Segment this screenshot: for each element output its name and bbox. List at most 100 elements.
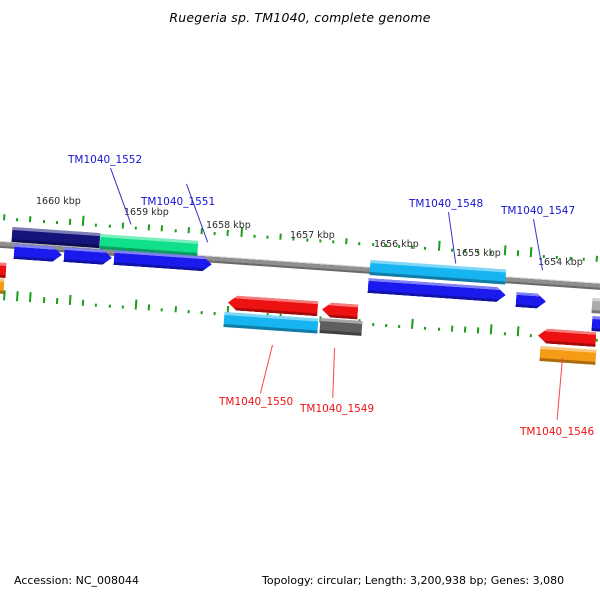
tick-mark bbox=[161, 308, 164, 312]
gene-label[interactable]: TM1040_1551 bbox=[141, 196, 216, 208]
tick-mark bbox=[595, 338, 598, 342]
tick-mark bbox=[42, 220, 45, 224]
tick-mark bbox=[187, 310, 190, 314]
gene-feature-shadow bbox=[515, 304, 545, 309]
gene-feature-shadow bbox=[0, 273, 6, 278]
gene-feature-body bbox=[539, 346, 597, 365]
gene-feature-body bbox=[0, 262, 7, 278]
tick-mark bbox=[213, 311, 216, 316]
gene-feature-shadow bbox=[63, 259, 111, 265]
scale-label: 1657 kbp bbox=[290, 230, 335, 241]
tick-mark bbox=[398, 324, 401, 329]
gene-feature-shadow bbox=[223, 323, 318, 334]
gene-feature-body bbox=[319, 318, 363, 336]
tick-mark bbox=[371, 323, 374, 327]
tick-mark bbox=[95, 303, 98, 307]
gene-feature[interactable] bbox=[515, 292, 546, 309]
gene-label[interactable]: TM1040_1552 bbox=[68, 154, 143, 166]
tick-mark bbox=[450, 325, 454, 332]
tick-mark bbox=[187, 227, 190, 234]
tick-mark bbox=[411, 318, 414, 329]
tick-mark bbox=[279, 233, 282, 240]
gene-feature-highlight bbox=[100, 234, 199, 244]
tick-mark bbox=[174, 306, 177, 313]
gene-feature-shadow bbox=[13, 256, 61, 262]
tick-mark bbox=[437, 240, 441, 251]
tick-mark bbox=[161, 225, 164, 232]
tick-mark bbox=[29, 216, 32, 223]
gene-feature-body bbox=[113, 250, 212, 272]
scale-label: 1660 kbp bbox=[36, 196, 81, 207]
gene-feature[interactable] bbox=[0, 262, 7, 278]
tick-mark bbox=[121, 222, 124, 229]
gene-feature-highlight bbox=[0, 262, 7, 266]
gene-label[interactable]: TM1040_1547 bbox=[501, 205, 576, 217]
tick-mark bbox=[55, 220, 58, 225]
gene-feature[interactable] bbox=[321, 302, 358, 319]
tick-mark bbox=[29, 292, 33, 303]
gene-feature-body bbox=[591, 316, 600, 333]
gene-feature-body bbox=[63, 247, 112, 265]
gene-feature-body bbox=[321, 302, 358, 319]
tick-mark bbox=[121, 305, 124, 309]
genome-stats-label: Topology: circular; Length: 3,200,938 bp… bbox=[262, 574, 565, 587]
tick-mark bbox=[174, 229, 177, 233]
gene-feature-highlight bbox=[12, 227, 101, 237]
gene-feature[interactable] bbox=[591, 316, 600, 333]
scale-label: 1656 kbp bbox=[374, 239, 419, 250]
gene-label[interactable]: TM1040_1548 bbox=[409, 198, 484, 210]
tick-mark bbox=[503, 332, 506, 336]
tick-mark bbox=[477, 327, 480, 334]
tick-mark bbox=[253, 234, 256, 238]
tick-mark bbox=[3, 214, 6, 221]
gene-feature-shadow bbox=[319, 329, 362, 336]
tick-mark bbox=[463, 326, 467, 333]
gene-feature-body bbox=[515, 292, 546, 309]
gene-label[interactable]: TM1040_1549 bbox=[300, 403, 375, 415]
gene-feature-highlight bbox=[228, 295, 318, 304]
tick-mark bbox=[108, 224, 111, 228]
tick-mark bbox=[147, 304, 151, 311]
tick-mark bbox=[134, 226, 137, 230]
tick-mark bbox=[134, 299, 138, 310]
gene-label[interactable]: TM1040_1546 bbox=[520, 426, 595, 438]
scale-label: 1654 kbp bbox=[538, 257, 583, 268]
gene-label[interactable]: TM1040_1550 bbox=[219, 396, 294, 408]
tick-mark bbox=[516, 326, 520, 337]
gene-feature[interactable] bbox=[63, 247, 112, 265]
tick-mark bbox=[108, 304, 111, 308]
gene-feature[interactable] bbox=[13, 244, 62, 262]
tick-mark bbox=[82, 299, 85, 306]
tick-mark bbox=[200, 311, 203, 315]
gene-feature-highlight bbox=[0, 278, 5, 282]
gene-feature-shadow bbox=[367, 290, 505, 303]
gene-feature[interactable] bbox=[539, 346, 597, 365]
scale-label: 1655 kbp bbox=[456, 248, 501, 259]
tick-mark bbox=[82, 215, 85, 226]
accession-label: Accession: NC_008044 bbox=[14, 574, 140, 587]
gene-feature-shadow bbox=[539, 357, 596, 365]
tick-mark bbox=[266, 235, 269, 239]
gene-feature[interactable] bbox=[591, 298, 600, 315]
gene-feature-highlight bbox=[592, 298, 600, 303]
page-title: Ruegeria sp. TM1040, complete genome bbox=[169, 10, 431, 25]
gene-feature-highlight bbox=[540, 346, 597, 353]
gene-feature-body bbox=[591, 298, 600, 315]
tick-mark bbox=[345, 238, 348, 245]
gene-feature[interactable] bbox=[113, 250, 212, 272]
gene-feature[interactable] bbox=[537, 328, 596, 347]
tick-mark bbox=[213, 231, 216, 236]
gene-feature-body bbox=[537, 328, 596, 347]
tick-mark bbox=[42, 297, 45, 304]
gene-feature-shadow bbox=[591, 309, 600, 315]
gene-feature-shadow bbox=[0, 289, 4, 294]
tick-mark bbox=[529, 247, 533, 258]
gene-feature[interactable] bbox=[319, 318, 363, 336]
scale-label: 1659 kbp bbox=[124, 207, 169, 218]
tick-mark bbox=[95, 223, 98, 227]
tick-mark bbox=[358, 242, 361, 246]
tick-mark bbox=[529, 334, 532, 338]
gene-feature-body bbox=[13, 244, 62, 262]
gene-feature-highlight bbox=[516, 292, 546, 297]
